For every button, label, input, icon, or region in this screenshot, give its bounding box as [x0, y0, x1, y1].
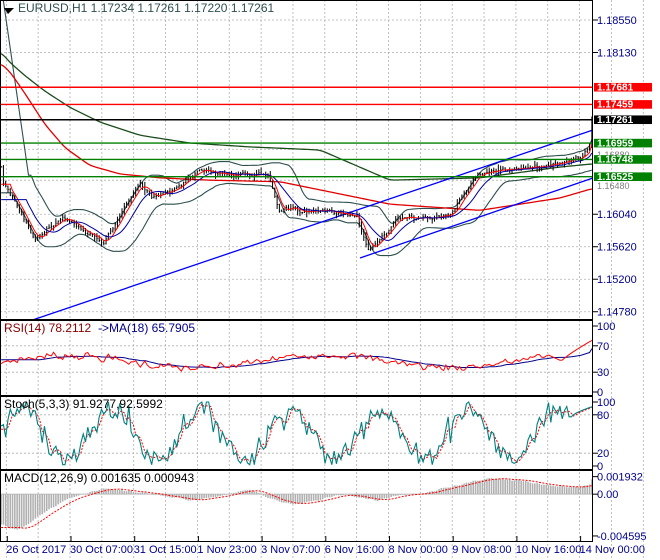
svg-text:6 Nov 16:00: 6 Nov 16:00 [325, 544, 384, 556]
svg-text:-0.004595: -0.004595 [597, 531, 647, 543]
svg-text:31 Oct 15:00: 31 Oct 15:00 [134, 544, 197, 556]
svg-text:1.17459: 1.17459 [597, 100, 634, 111]
svg-text:14 Nov 00:00: 14 Nov 00:00 [580, 544, 645, 556]
svg-text:1.16525: 1.16525 [597, 172, 634, 183]
svg-text:100: 100 [597, 397, 615, 409]
svg-text:1.18130: 1.18130 [597, 48, 637, 60]
svg-text:20: 20 [597, 448, 609, 460]
svg-text:1.17681: 1.17681 [597, 83, 634, 94]
svg-text:1.16959: 1.16959 [597, 138, 634, 149]
svg-text:1.16748: 1.16748 [597, 155, 634, 166]
svg-text:100: 100 [597, 321, 615, 333]
svg-text:Stoch(5,3,3) 91.9277,92.5992: Stoch(5,3,3) 91.9277,92.5992 [4, 397, 163, 411]
svg-text:1.15620: 1.15620 [597, 242, 637, 254]
svg-text:1.16040: 1.16040 [597, 209, 637, 221]
svg-text:0.001932: 0.001932 [597, 472, 643, 484]
svg-text:80: 80 [597, 410, 609, 422]
svg-text:26 Oct 2017: 26 Oct 2017 [6, 544, 66, 556]
svg-text:EURUSD,H1 1.17234 1.17261 1.1: EURUSD,H1 1.17234 1.17261 1.17220 1.1726… [18, 1, 275, 15]
svg-text:30: 30 [597, 367, 609, 379]
svg-text:30 Oct 07:00: 30 Oct 07:00 [70, 544, 133, 556]
svg-text:1.17261: 1.17261 [597, 115, 634, 126]
svg-text:1.18550: 1.18550 [597, 15, 637, 27]
svg-text:0.00: 0.00 [597, 489, 618, 501]
svg-text:8 Nov 00:00: 8 Nov 00:00 [389, 544, 448, 556]
svg-text:1.14780: 1.14780 [597, 307, 637, 319]
svg-text:9 Nov 08:00: 9 Nov 08:00 [452, 544, 511, 556]
svg-text:70: 70 [597, 341, 609, 353]
svg-text:1 Nov 23:00: 1 Nov 23:00 [197, 544, 256, 556]
svg-text:3 Nov 07:00: 3 Nov 07:00 [261, 544, 320, 556]
svg-text:1.15200: 1.15200 [597, 274, 637, 286]
svg-text:MACD(12,26,9) 0.001635 0.00094: MACD(12,26,9) 0.001635 0.000943 [4, 471, 194, 485]
svg-text:->MA(18) 65.7905: ->MA(18) 65.7905 [98, 321, 195, 335]
svg-text:RSI(14) 78.2112: RSI(14) 78.2112 [4, 321, 91, 335]
svg-text:10 Nov 16:00: 10 Nov 16:00 [516, 544, 581, 556]
